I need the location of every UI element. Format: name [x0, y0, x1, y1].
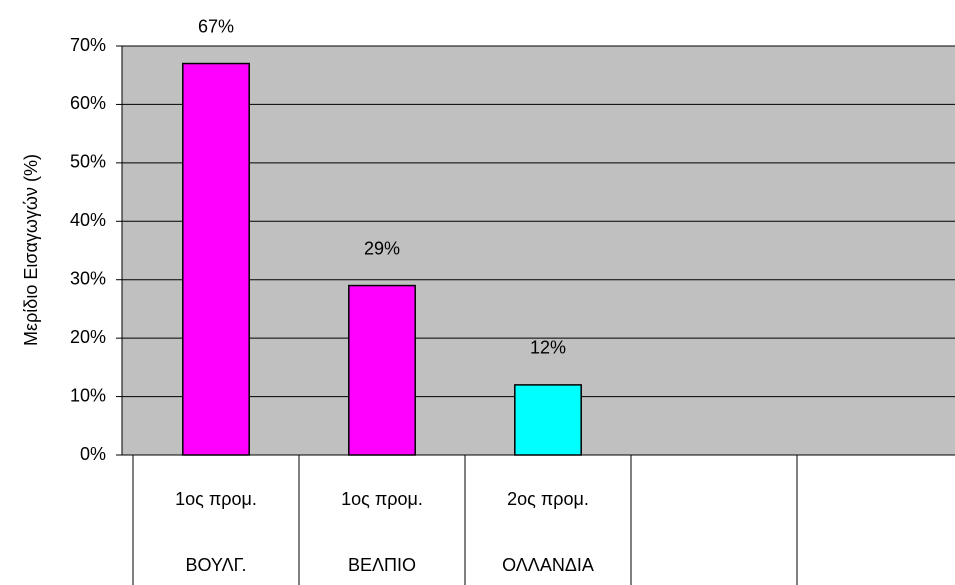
y-tick-label: 60% — [70, 93, 106, 113]
y-tick-label: 30% — [70, 268, 106, 288]
y-axis-label: Μερίδιο Εισαγωγών (%) — [21, 154, 41, 346]
bar — [182, 62, 250, 456]
y-tick-label: 50% — [70, 152, 106, 172]
x-tick-label: 1ος προμ. — [175, 489, 257, 509]
x-tick-label: ΒΟΥΛΓ. — [185, 555, 246, 575]
y-tick-label: 0% — [80, 444, 106, 464]
data-label: 29% — [364, 238, 400, 258]
x-tick-label: 1ος προμ. — [341, 489, 423, 509]
x-tick-label: 2ος προμ. — [507, 489, 589, 509]
data-label: 67% — [198, 16, 234, 36]
y-tick-label: 20% — [70, 327, 106, 347]
y-tick-label: 40% — [70, 210, 106, 230]
x-tick-label: ΒΕΛΠΙΟ — [348, 555, 416, 575]
data-label: 12% — [530, 338, 566, 358]
x-tick-label: ΟΛΛΑΝΔΙΑ — [502, 555, 594, 575]
bar — [514, 384, 582, 456]
y-tick-label: 10% — [70, 385, 106, 405]
y-tick-label: 70% — [70, 35, 106, 55]
bar — [348, 284, 416, 456]
